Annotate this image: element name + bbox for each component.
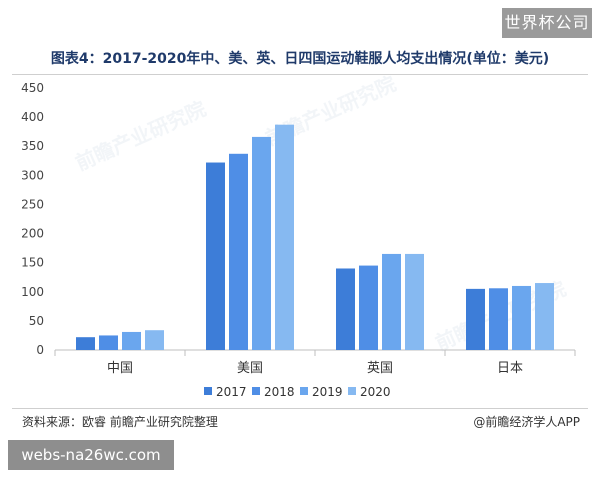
y-tick-label: 200 bbox=[21, 227, 44, 241]
bar-2020 bbox=[405, 253, 424, 350]
bar-2019 bbox=[252, 136, 271, 350]
bar-2018 bbox=[99, 335, 118, 350]
y-tick-label: 250 bbox=[21, 197, 44, 211]
bar-2020 bbox=[145, 330, 164, 350]
y-tick-label: 350 bbox=[21, 139, 44, 153]
chart-title: 图表4：2017-2020年中、美、英、日四国运动鞋服人均支出情况(单位：美元) bbox=[50, 51, 550, 67]
bar-2017 bbox=[336, 268, 355, 350]
y-tick-label: 0 bbox=[36, 343, 44, 357]
bar-2019 bbox=[512, 285, 531, 350]
x-tick-label: 英国 bbox=[367, 361, 393, 376]
legend-swatch-2018 bbox=[252, 387, 260, 395]
y-tick-label: 50 bbox=[29, 314, 44, 328]
legend-label-2020: 2020 bbox=[360, 385, 391, 399]
bar-2017 bbox=[76, 337, 95, 350]
bar-2017 bbox=[206, 162, 225, 350]
x-tick-label: 中国 bbox=[107, 361, 133, 376]
y-tick-label: 450 bbox=[21, 81, 44, 95]
bar-2019 bbox=[382, 253, 401, 350]
source-note: 资料来源：欧睿 前瞻产业研究院整理 bbox=[22, 415, 218, 429]
legend-swatch-2017 bbox=[204, 387, 212, 395]
x-tick-label: 美国 bbox=[237, 361, 263, 376]
y-tick-label: 300 bbox=[21, 168, 44, 182]
bar-2020 bbox=[535, 283, 554, 350]
footer-divider bbox=[12, 408, 588, 409]
bar-2017 bbox=[466, 288, 485, 350]
legend-swatch-2020 bbox=[348, 387, 356, 395]
bar-chart: 0 50 100 150 200 250 300 350 400 450 中国 美国 英国 日本 2017 2… bbox=[21, 81, 576, 399]
x-tick-label: 日本 bbox=[497, 361, 523, 376]
y-tick-label: 400 bbox=[21, 110, 44, 124]
top-badge: 世界杯公司 bbox=[502, 8, 592, 38]
title-divider bbox=[12, 74, 588, 75]
y-tick-label: 150 bbox=[21, 256, 44, 270]
bottom-badge: webs-na26wc.com bbox=[8, 440, 174, 470]
legend-swatch-2019 bbox=[300, 387, 308, 395]
bar-2018 bbox=[489, 288, 508, 350]
bar-2020 bbox=[275, 124, 294, 351]
bar-2018 bbox=[359, 265, 378, 350]
legend-label-2017: 2017 bbox=[216, 385, 247, 399]
legend-label-2019: 2019 bbox=[312, 385, 343, 399]
bar-2018 bbox=[229, 153, 248, 350]
credit-note: @前瞻经济学人APP bbox=[473, 415, 580, 429]
bar-2019 bbox=[122, 331, 141, 350]
y-tick-label: 100 bbox=[21, 285, 44, 299]
legend-label-2018: 2018 bbox=[264, 385, 295, 399]
